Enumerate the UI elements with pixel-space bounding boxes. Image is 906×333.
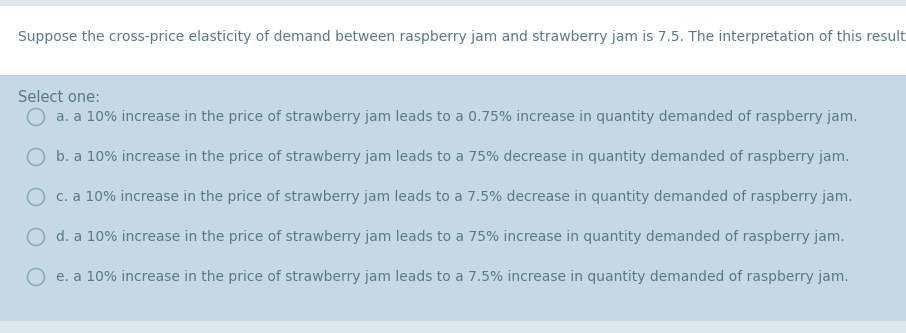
Text: b. a 10% increase in the price of strawberry jam leads to a 75% decrease in quan: b. a 10% increase in the price of strawb… <box>56 150 850 164</box>
Text: c. a 10% increase in the price of strawberry jam leads to a 7.5% decrease in qua: c. a 10% increase in the price of strawb… <box>56 190 853 204</box>
Text: Select one:: Select one: <box>18 90 101 105</box>
Bar <box>0 0 906 6</box>
Text: e. a 10% increase in the price of strawberry jam leads to a 7.5% increase in qua: e. a 10% increase in the price of strawb… <box>56 270 849 284</box>
Text: Suppose the cross-price elasticity of demand between raspberry jam and strawberr: Suppose the cross-price elasticity of de… <box>18 31 906 45</box>
Text: a. a 10% increase in the price of strawberry jam leads to a 0.75% increase in qu: a. a 10% increase in the price of strawb… <box>56 110 858 124</box>
Bar <box>0 321 906 333</box>
Circle shape <box>27 109 44 126</box>
Circle shape <box>27 188 44 205</box>
Circle shape <box>27 268 44 285</box>
Text: d. a 10% increase in the price of strawberry jam leads to a 75% increase in quan: d. a 10% increase in the price of strawb… <box>56 230 844 244</box>
Circle shape <box>27 228 44 245</box>
Circle shape <box>27 149 44 166</box>
Bar <box>0 0 906 75</box>
